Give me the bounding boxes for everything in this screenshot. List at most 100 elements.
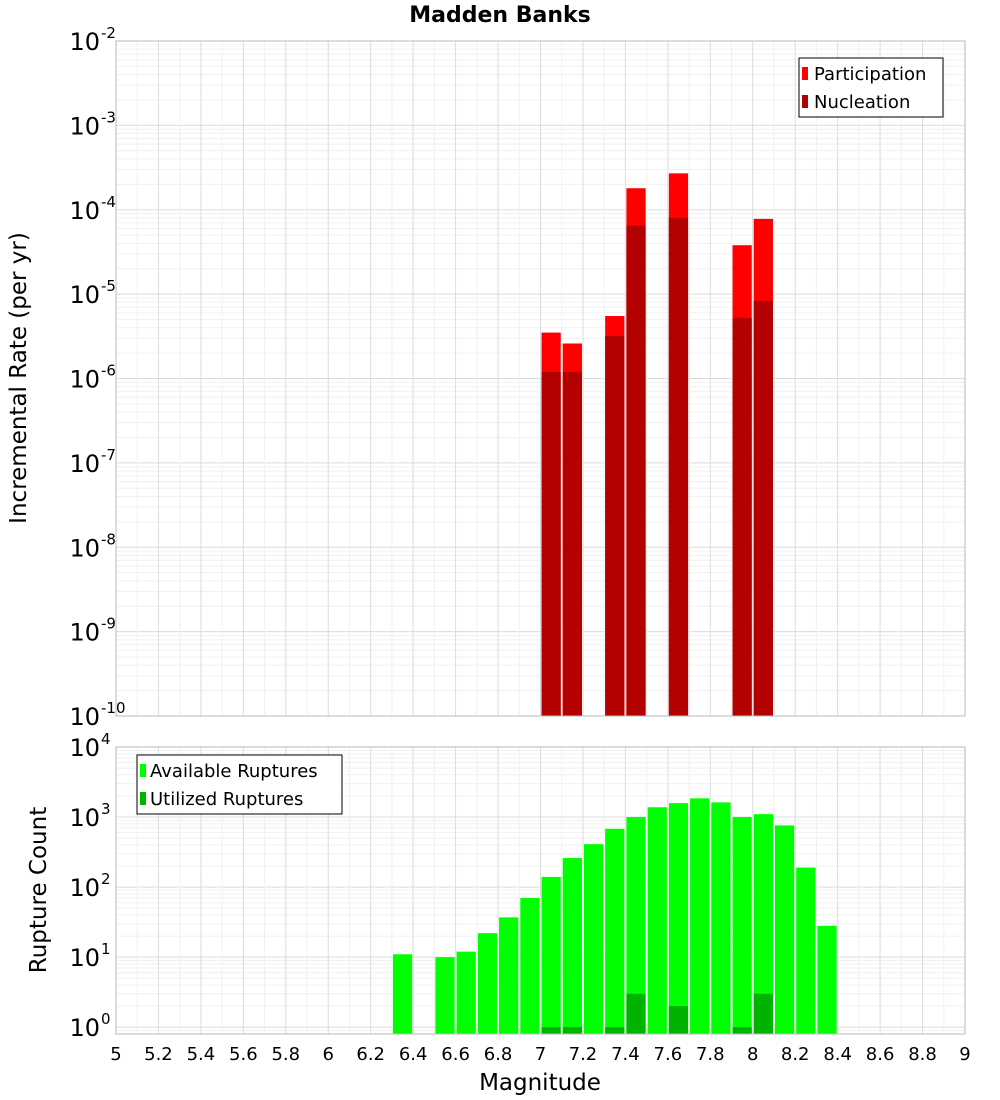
- top-y-tick-base: 10: [69, 450, 100, 478]
- top-y-tick-label: 10 -3: [69, 108, 116, 140]
- x-tick-label: 8.2: [781, 1044, 810, 1065]
- top-legend: Participation Nucleation: [798, 57, 944, 118]
- x-tick-label: 7: [535, 1044, 546, 1065]
- x-tick-label: 6: [323, 1044, 334, 1065]
- available-ruptures-legend-label: Available Ruptures: [150, 761, 318, 782]
- available-ruptures-bar: [456, 951, 476, 1034]
- top-y-tick-exponent: -2: [101, 24, 116, 42]
- available-ruptures-bar: [732, 817, 752, 1034]
- utilized-ruptures-bar: [668, 1006, 689, 1034]
- utilized-ruptures-bar: [753, 993, 773, 1034]
- bottom-y-tick-label: 10 4: [69, 730, 110, 762]
- top-y-tick-base: 10: [69, 28, 100, 56]
- nucleation-bar: [605, 335, 625, 716]
- bottom-bars: [392, 798, 837, 1034]
- participation-legend-swatch: [802, 67, 808, 80]
- available-ruptures-bar: [583, 844, 604, 1034]
- bottom-y-tick-exponent: 4: [101, 730, 111, 748]
- bottom-y-tick-base: 10: [69, 1014, 100, 1042]
- available-ruptures-bar: [392, 954, 413, 1034]
- available-ruptures-bar: [499, 917, 519, 1034]
- x-ticks: 5 5.2 5.4 5.6 5.8 6 6.2 6.4 6.6 6.8 7 7.2 7.4 7.6 7.8 8…: [110, 1044, 970, 1065]
- bottom-y-axis-label: Rupture Count: [26, 807, 52, 973]
- top-y-tick-label: 10 -5: [69, 277, 116, 309]
- top-y-tick-label: 10 -9: [69, 615, 116, 647]
- available-ruptures-bar: [435, 957, 455, 1034]
- available-ruptures-bar: [541, 876, 561, 1034]
- utilized-ruptures-bar: [732, 1027, 752, 1034]
- available-ruptures-bar: [711, 802, 731, 1034]
- bottom-legend-box: [136, 754, 343, 815]
- available-ruptures-bar: [520, 897, 540, 1034]
- nucleation-bar: [753, 300, 773, 716]
- top-y-tick-exponent: -3: [101, 108, 116, 126]
- top-y-tick-label: 10 -8: [69, 530, 116, 562]
- top-y-axis-label: Incremental Rate (per yr): [6, 232, 32, 524]
- available-ruptures-bar: [605, 828, 625, 1034]
- x-tick-label: 5.4: [187, 1044, 216, 1065]
- x-tick-label: 8: [747, 1044, 758, 1065]
- bottom-y-tick-label: 10 0: [69, 1010, 110, 1042]
- available-ruptures-bar: [690, 798, 710, 1034]
- top-y-tick-label: 10 -4: [69, 193, 116, 225]
- utilized-ruptures-legend-label: Utilized Ruptures: [150, 789, 303, 810]
- x-tick-label: 5: [110, 1044, 121, 1065]
- available-ruptures-bar: [774, 825, 795, 1034]
- top-y-tick-base: 10: [69, 112, 100, 140]
- bottom-y-tick-exponent: 2: [101, 870, 111, 888]
- bottom-y-tick-base: 10: [69, 734, 100, 762]
- top-y-tick-base: 10: [69, 703, 100, 731]
- nucleation-bar: [668, 217, 689, 716]
- top-grid: [115, 40, 966, 717]
- top-y-tick-label: 10 -6: [69, 362, 116, 394]
- available-ruptures-bar: [796, 867, 816, 1034]
- top-y-tick-base: 10: [69, 619, 100, 647]
- x-tick-label: 7.6: [654, 1044, 683, 1065]
- bottom-y-tick-label: 10 1: [69, 940, 110, 972]
- utilized-ruptures-bar: [541, 1027, 561, 1034]
- x-tick-label: 7.2: [569, 1044, 598, 1065]
- available-ruptures-legend-swatch: [140, 764, 146, 777]
- top-y-tick-exponent: -7: [101, 446, 116, 464]
- chart-title: Madden Banks: [409, 3, 590, 28]
- nucleation-bar: [732, 318, 752, 716]
- utilized-ruptures-bar: [562, 1027, 582, 1034]
- top-y-tick-exponent: -9: [101, 615, 116, 633]
- available-ruptures-bar: [562, 858, 582, 1034]
- bottom-y-tick-exponent: 1: [101, 940, 111, 958]
- bottom-y-tick-base: 10: [69, 874, 100, 902]
- x-axis-label: Magnitude: [479, 1070, 601, 1096]
- top-y-tick-base: 10: [69, 366, 100, 394]
- x-tick-label: 6.8: [484, 1044, 513, 1065]
- top-y-tick-exponent: -6: [101, 362, 116, 380]
- top-bars: [541, 173, 773, 717]
- available-ruptures-bar: [668, 803, 689, 1034]
- x-tick-label: 5.8: [271, 1044, 300, 1065]
- top-y-tick-base: 10: [69, 534, 100, 562]
- available-ruptures-bar: [817, 925, 837, 1034]
- bottom-y-tick-base: 10: [69, 944, 100, 972]
- top-y-tick-label: 10 -10: [69, 699, 125, 731]
- top-y-tick-exponent: -8: [101, 530, 116, 548]
- participation-legend-label: Participation: [814, 64, 926, 85]
- top-y-tick-base: 10: [69, 281, 100, 309]
- bottom-y-tick-exponent: 3: [101, 800, 111, 818]
- x-tick-label: 9: [959, 1044, 970, 1065]
- top-y-tick-exponent: -4: [101, 193, 116, 211]
- nucleation-legend-label: Nucleation: [814, 92, 910, 113]
- x-tick-label: 6.4: [399, 1044, 428, 1065]
- available-ruptures-bar: [753, 814, 773, 1034]
- utilized-ruptures-bar: [626, 993, 646, 1034]
- bottom-y-tick-label: 10 3: [69, 800, 110, 832]
- top-plot-frame: [115, 40, 966, 717]
- x-tick-label: 7.8: [696, 1044, 725, 1065]
- top-y-tick-label: 10 -7: [69, 446, 116, 478]
- bottom-y-tick-base: 10: [69, 804, 100, 832]
- utilized-ruptures-bar: [605, 1027, 625, 1034]
- bottom-legend: Available Ruptures Utilized Ruptures: [136, 754, 343, 815]
- x-tick-label: 5.2: [144, 1044, 173, 1065]
